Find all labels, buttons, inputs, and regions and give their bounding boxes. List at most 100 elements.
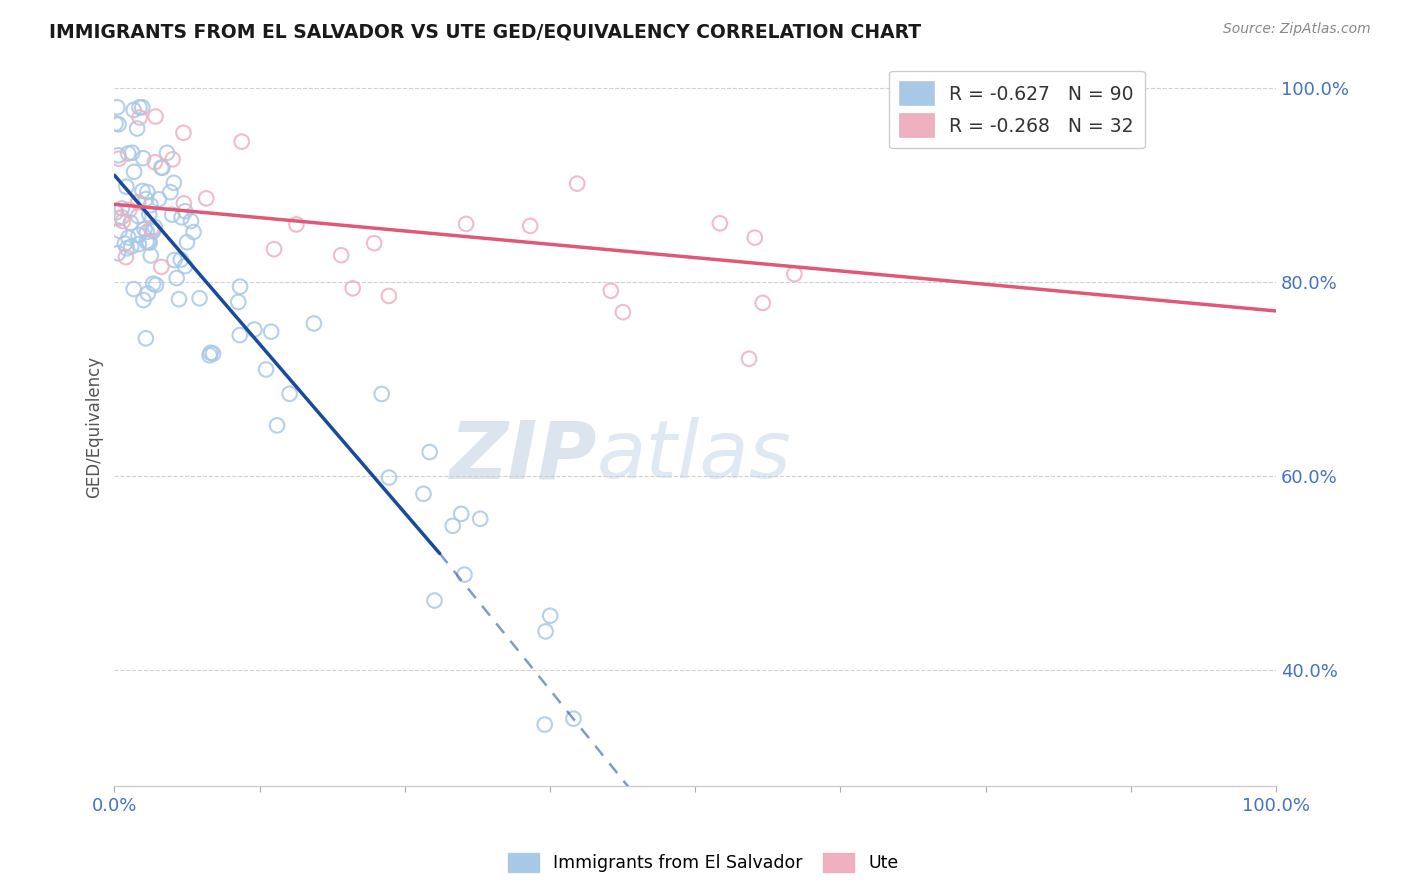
Point [172, 126, 194, 140]
Point [127, 121, 149, 136]
Point [136, 235, 159, 249]
Point [254, 362, 277, 376]
Point [229, 328, 252, 343]
Point [441, 518, 464, 533]
Point [738, 351, 761, 366]
Point [200, 345, 222, 359]
Point [136, 185, 159, 199]
Point [163, 176, 186, 190]
Point [117, 230, 139, 244]
Point [263, 242, 285, 256]
Point [122, 103, 145, 117]
Point [562, 712, 585, 726]
Point [122, 282, 145, 296]
Point [145, 277, 167, 292]
Point [453, 567, 475, 582]
Text: atlas: atlas [596, 417, 792, 495]
Point [709, 216, 731, 230]
Point [243, 322, 266, 336]
Point [170, 211, 193, 225]
Point [117, 146, 139, 161]
Point [160, 208, 183, 222]
Point [174, 259, 197, 273]
Point [131, 100, 153, 114]
Legend: Immigrants from El Salvador, Ute: Immigrants from El Salvador, Ute [501, 846, 905, 879]
Point [132, 151, 155, 165]
Point [122, 165, 145, 179]
Point [229, 279, 252, 293]
Point [114, 236, 136, 251]
Point [198, 348, 221, 362]
Point [278, 386, 301, 401]
Point [128, 111, 150, 125]
Point [142, 224, 165, 238]
Point [378, 289, 401, 303]
Y-axis label: GED/Equivalency: GED/Equivalency [86, 356, 103, 499]
Point [150, 260, 173, 274]
Point [132, 293, 155, 307]
Text: ZIP: ZIP [449, 417, 596, 495]
Point [105, 100, 128, 114]
Point [128, 100, 150, 114]
Point [115, 250, 138, 264]
Point [363, 236, 385, 251]
Point [330, 248, 353, 262]
Point [260, 325, 283, 339]
Point [163, 253, 186, 268]
Point [567, 177, 589, 191]
Point [139, 248, 162, 262]
Point [138, 235, 160, 250]
Point [108, 152, 131, 166]
Point [108, 224, 131, 238]
Point [751, 296, 773, 310]
Point [115, 179, 138, 194]
Point [231, 135, 253, 149]
Point [195, 191, 218, 205]
Point [142, 277, 165, 291]
Point [534, 624, 557, 639]
Point [285, 218, 308, 232]
Text: IMMIGRANTS FROM EL SALVADOR VS UTE GED/EQUIVALENCY CORRELATION CHART: IMMIGRANTS FROM EL SALVADOR VS UTE GED/E… [49, 22, 921, 41]
Point [141, 221, 163, 235]
Point [136, 286, 159, 301]
Point [111, 214, 134, 228]
Point [145, 110, 167, 124]
Point [142, 222, 165, 236]
Point [783, 267, 806, 281]
Point [134, 222, 156, 236]
Point [135, 225, 157, 239]
Point [138, 207, 160, 221]
Point [107, 211, 129, 226]
Point [150, 161, 173, 175]
Point [173, 196, 195, 211]
Point [188, 291, 211, 305]
Point [135, 192, 157, 206]
Point [107, 148, 129, 162]
Point [174, 204, 197, 219]
Text: Source: ZipAtlas.com: Source: ZipAtlas.com [1223, 22, 1371, 37]
Point [111, 202, 134, 216]
Point [170, 252, 193, 267]
Point [519, 219, 541, 233]
Point [166, 271, 188, 285]
Point [470, 512, 492, 526]
Point [121, 145, 143, 160]
Point [115, 241, 138, 255]
Point [266, 418, 288, 433]
Point [156, 145, 179, 160]
Point [183, 225, 205, 239]
Point [533, 717, 555, 731]
Point [176, 235, 198, 250]
Point [450, 507, 472, 521]
Point [143, 219, 166, 234]
Point [127, 209, 149, 223]
Point [419, 445, 441, 459]
Point [370, 387, 392, 401]
Point [599, 284, 621, 298]
Point [135, 235, 157, 249]
Point [538, 608, 561, 623]
Point [302, 317, 325, 331]
Point [107, 246, 129, 260]
Point [744, 230, 766, 244]
Point [104, 205, 127, 219]
